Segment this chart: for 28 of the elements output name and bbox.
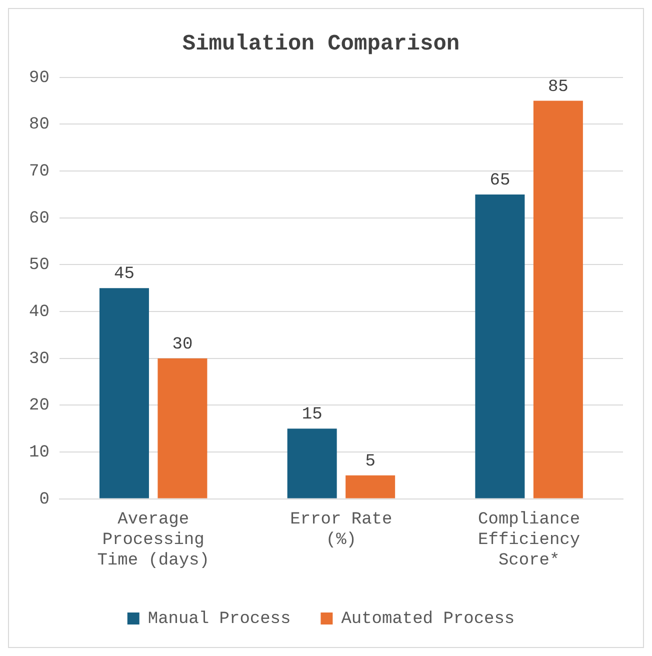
y-tick-label: 50 (28, 256, 50, 276)
legend-label: Manual Process (148, 610, 291, 629)
bar (533, 100, 583, 498)
y-tick-label: 70 (28, 162, 50, 182)
x-tick-label: Error Rate (%) (290, 510, 392, 550)
x-tick-label: Compliance Efficiency Score* (478, 510, 580, 570)
bar (99, 288, 149, 498)
y-tick-label: 90 (28, 68, 50, 88)
y-tick-label: 20 (28, 396, 50, 416)
data-label: 5 (365, 452, 376, 472)
y-tick-label: 80 (28, 116, 50, 135)
data-label: 30 (172, 335, 193, 354)
y-tick-label: 10 (28, 443, 50, 462)
x-tick-label: Average Processing Time (days) (97, 510, 210, 570)
y-tick-label: 40 (28, 303, 50, 322)
data-label: 85 (548, 78, 568, 97)
bar (158, 358, 208, 498)
bar (287, 428, 337, 498)
bar (346, 475, 396, 498)
y-tick-label: 60 (28, 209, 50, 228)
legend-label: Automated Process (341, 610, 515, 629)
y-tick-label: 0 (39, 490, 50, 510)
y-tick-label: 30 (28, 350, 50, 369)
data-label: 65 (490, 171, 510, 190)
data-label: 45 (114, 265, 134, 284)
chart-title: Simulation Comparison (182, 32, 460, 57)
data-label: 15 (302, 406, 322, 425)
bar (475, 194, 525, 498)
